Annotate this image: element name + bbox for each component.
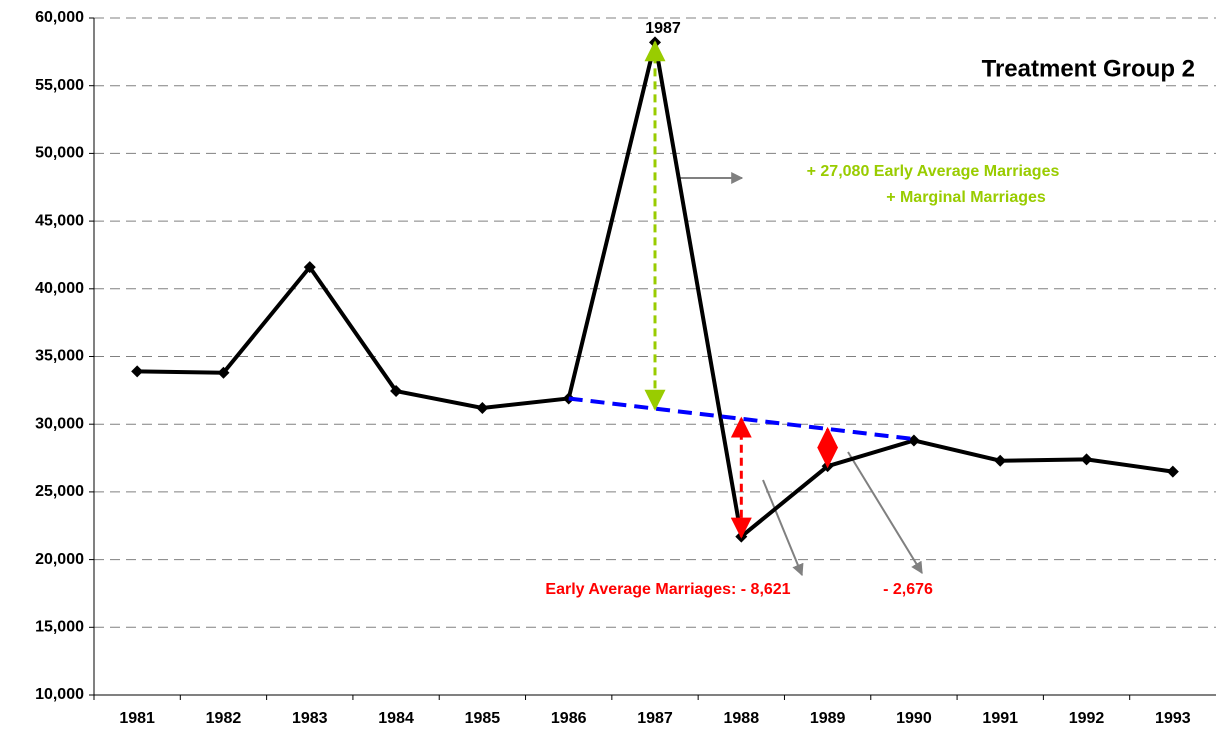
data-point: [476, 401, 489, 414]
x-tick-label: 1987: [637, 710, 673, 727]
annotation: 1987: [645, 20, 681, 37]
annotation: Early Average Marriages: - 8,621: [545, 581, 790, 598]
x-tick-label: 1981: [119, 710, 155, 727]
chart-title: Treatment Group 2: [982, 55, 1195, 82]
x-tick-label: 1991: [982, 710, 1018, 727]
y-tick-label: 55,000: [35, 77, 84, 94]
x-tick-label: 1992: [1069, 710, 1105, 727]
data-point: [131, 365, 144, 378]
y-tick-label: 10,000: [35, 686, 84, 703]
x-tick-label: 1983: [292, 710, 328, 727]
data-point: [217, 366, 230, 379]
data-point: [907, 434, 920, 447]
x-tick-label: 1984: [378, 710, 414, 727]
pointer-arrow: [847, 451, 923, 575]
data-point: [390, 385, 403, 398]
y-tick-label: 40,000: [35, 280, 84, 297]
y-tick-label: 15,000: [35, 619, 84, 636]
annotation: - 2,676: [883, 581, 933, 598]
x-tick-label: 1986: [551, 710, 587, 727]
data-point: [1166, 465, 1179, 478]
x-tick-label: 1993: [1155, 710, 1191, 727]
y-tick-label: 45,000: [35, 212, 84, 229]
annotation: + 27,080 Early Average Marriages: [807, 163, 1060, 180]
x-tick-label: 1982: [206, 710, 242, 727]
y-tick-label: 60,000: [35, 9, 84, 26]
data-point: [303, 261, 316, 274]
trend-line: [568, 396, 915, 442]
x-tick-label: 1985: [465, 710, 501, 727]
x-tick-label: 1990: [896, 710, 932, 727]
y-tick-label: 20,000: [35, 551, 84, 568]
data-point: [1080, 453, 1093, 466]
x-tick-label: 1989: [810, 710, 846, 727]
y-tick-label: 50,000: [35, 145, 84, 162]
data-point: [994, 454, 1007, 467]
y-tick-label: 35,000: [35, 348, 84, 365]
annotation: + Marginal Marriages: [886, 189, 1046, 206]
pointer-arrow: [762, 479, 804, 577]
y-tick-label: 30,000: [35, 415, 84, 432]
y-tick-label: 25,000: [35, 483, 84, 500]
x-tick-label: 1988: [724, 710, 760, 727]
